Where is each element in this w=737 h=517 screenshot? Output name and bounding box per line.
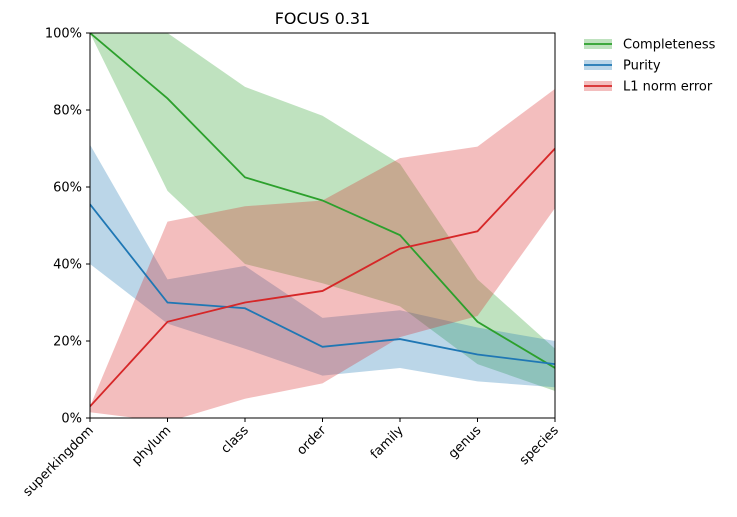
y-axis: 0% 20% 40% 60% 80% 100%	[45, 27, 90, 427]
x-tick-label: class	[218, 423, 252, 457]
completeness-legend-label: Completeness	[623, 38, 716, 53]
y-tick-label: 100%	[45, 27, 82, 42]
purity-band	[90, 144, 555, 388]
y-tick-label: 20%	[53, 335, 82, 350]
x-tick-label: superkingdom	[20, 423, 96, 499]
chart-title: FOCUS 0.31	[275, 9, 371, 28]
l1-norm-error-band	[90, 88, 555, 418]
confidence-bands	[90, 33, 555, 418]
y-tick-label: 80%	[53, 104, 82, 119]
l1-norm-error-legend-label: L1 norm error	[623, 80, 713, 95]
x-tick-label: genus	[446, 423, 485, 462]
purity-legend-label: Purity	[623, 59, 661, 74]
y-tick-label: 60%	[53, 181, 82, 196]
series-lines	[90, 33, 555, 408]
y-tick-label: 0%	[61, 412, 82, 427]
x-axis: superkingdom phylum class order family genus s…	[20, 418, 562, 500]
x-tick-label: family	[368, 423, 407, 462]
y-tick-label: 40%	[53, 258, 82, 273]
legend: Completeness Purity L1 norm error	[584, 38, 716, 95]
x-tick-label: phylum	[129, 423, 174, 468]
completeness-band	[90, 33, 555, 392]
x-tick-label: order	[294, 423, 330, 459]
x-tick-label: species	[517, 423, 562, 468]
